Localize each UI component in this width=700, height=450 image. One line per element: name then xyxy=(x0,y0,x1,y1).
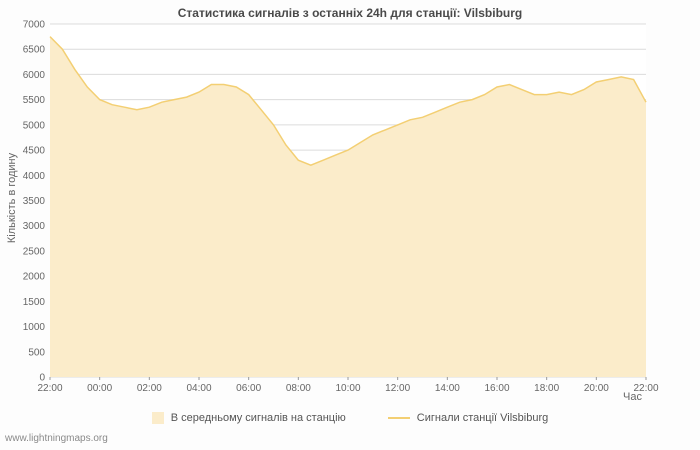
svg-text:12:00: 12:00 xyxy=(385,383,410,394)
svg-text:22:00: 22:00 xyxy=(37,383,62,394)
line-swatch xyxy=(387,417,410,419)
svg-text:10:00: 10:00 xyxy=(335,383,360,394)
svg-text:14:00: 14:00 xyxy=(435,383,460,394)
legend-item-average: В середньому сигналів на станцію xyxy=(151,412,346,424)
svg-text:02:00: 02:00 xyxy=(137,383,162,394)
svg-text:00:00: 00:00 xyxy=(87,383,112,394)
svg-text:5000: 5000 xyxy=(23,120,46,131)
svg-text:1500: 1500 xyxy=(23,297,46,308)
svg-text:6000: 6000 xyxy=(23,70,46,81)
watermark: www.lightningmaps.org xyxy=(5,433,108,444)
chart-title: Статистика сигналів з останніх 24h для с… xyxy=(177,6,523,20)
legend: В середньому сигналів на станцію Сигнали… xyxy=(0,412,700,424)
legend-item-station: Сигнали станції Vilsbiburg xyxy=(387,412,549,424)
svg-text:3000: 3000 xyxy=(23,221,46,232)
svg-text:7000: 7000 xyxy=(23,20,46,31)
legend-label-station: Сигнали станції Vilsbiburg xyxy=(416,412,549,424)
svg-text:20:00: 20:00 xyxy=(584,383,609,394)
signals-area-chart: 0 500 1000 1500 2000 2500 3000 3500 4000 4500 5000… xyxy=(23,20,659,395)
svg-text:18:00: 18:00 xyxy=(534,383,559,394)
svg-text:16:00: 16:00 xyxy=(484,383,509,394)
svg-text:2500: 2500 xyxy=(23,246,46,257)
svg-text:08:00: 08:00 xyxy=(286,383,311,394)
svg-text:2000: 2000 xyxy=(23,272,46,283)
svg-text:4000: 4000 xyxy=(23,171,46,182)
svg-text:06:00: 06:00 xyxy=(236,383,261,394)
svg-text:3500: 3500 xyxy=(23,196,46,207)
legend-label-average: В середньому сигналів на станцію xyxy=(170,412,346,424)
svg-text:500: 500 xyxy=(28,347,45,358)
area-swatch xyxy=(151,412,164,424)
svg-text:04:00: 04:00 xyxy=(186,383,211,394)
svg-text:5500: 5500 xyxy=(23,95,46,106)
x-axis-label: Час xyxy=(623,391,642,403)
svg-text:6500: 6500 xyxy=(23,45,46,56)
svg-text:0: 0 xyxy=(39,373,45,384)
svg-text:22:00: 22:00 xyxy=(633,383,658,394)
svg-text:4500: 4500 xyxy=(23,146,46,157)
svg-text:1000: 1000 xyxy=(23,322,46,333)
